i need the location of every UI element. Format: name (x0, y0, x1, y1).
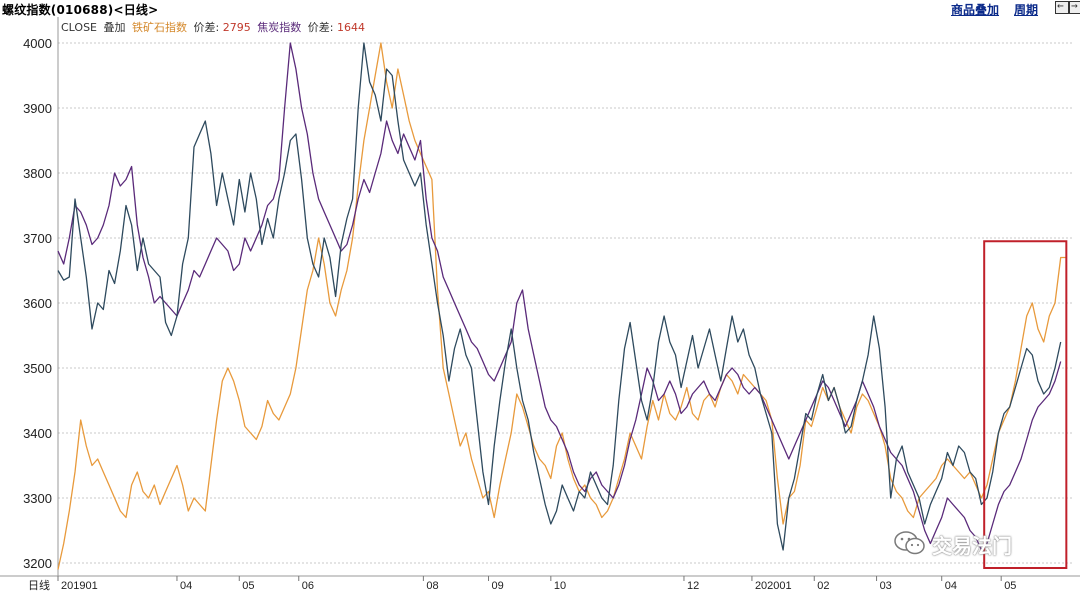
arrow-left-icon[interactable]: ← (1055, 0, 1069, 14)
x-tick-label: 05 (1004, 580, 1016, 592)
legend-iron-diff-value: 2795 (222, 21, 251, 34)
commodity-overlay-link[interactable]: 商品叠加 (951, 3, 1000, 17)
legend: CLOSE 叠加 铁矿石指数 价差: 2795 焦炭指数 价差: 1644 (61, 19, 368, 35)
x-tick-label: 09 (492, 580, 504, 592)
y-tick-label: 3800 (23, 166, 52, 181)
legend-coke-diff-label: 价差: (307, 21, 334, 34)
y-tick-label: 3700 (23, 231, 52, 246)
x-axis-label: 日线 (28, 578, 50, 592)
series-line-rebar (57, 42, 1062, 551)
legend-coke-name: 焦炭指数 (257, 21, 302, 34)
period-link[interactable]: 周期 (1014, 3, 1039, 17)
x-tick-label: 05 (242, 580, 254, 592)
legend-iron-name: 铁矿石指数 (132, 21, 188, 34)
y-tick-label: 3500 (23, 361, 52, 376)
chart-title: 螺纹指数(010688)<日线> (2, 3, 159, 17)
x-tick-label: 201901 (61, 580, 98, 592)
wechat-icon (894, 531, 925, 555)
top-bar: 螺纹指数(010688)<日线> 商品叠加 周期 ← → (0, 0, 1080, 18)
y-tick-label: 3400 (23, 426, 52, 441)
x-tick-label: 04 (180, 580, 192, 592)
watermark-text: 交易法门 (932, 534, 1012, 558)
legend-coke-diff-value: 1644 (336, 21, 365, 34)
x-tick-label: 10 (554, 580, 566, 592)
x-tick-label: 202001 (755, 580, 792, 592)
highlight-box (983, 240, 1068, 569)
x-tick-label: 12 (687, 580, 699, 592)
axes: 3200 3300 3400 3500 3600 3700 3800 3900 4000 日线 20… (0, 17, 1080, 592)
x-tick-label: 08 (426, 580, 438, 592)
x-tick-label: 02 (817, 580, 829, 592)
series-line-iron (57, 42, 1067, 570)
grid (58, 42, 1072, 564)
y-tick-label: 4000 (23, 36, 52, 51)
y-tick-label: 3900 (23, 101, 52, 116)
y-tick-label: 3200 (23, 556, 52, 571)
y-tick-label: 3600 (23, 296, 52, 311)
x-tick-label: 04 (945, 580, 957, 592)
x-tick-label: 03 (880, 580, 892, 592)
x-tick-label: 06 (302, 580, 314, 592)
legend-overlay: 叠加 (103, 21, 126, 34)
legend-iron-diff-label: 价差: (193, 21, 220, 34)
series-line-coke (57, 42, 1062, 551)
legend-close: CLOSE (61, 21, 98, 34)
series-lines (57, 42, 1067, 570)
y-tick-label: 3300 (23, 491, 52, 506)
arrow-right-icon[interactable]: → (1069, 0, 1080, 14)
highlight-layer (983, 240, 1068, 569)
